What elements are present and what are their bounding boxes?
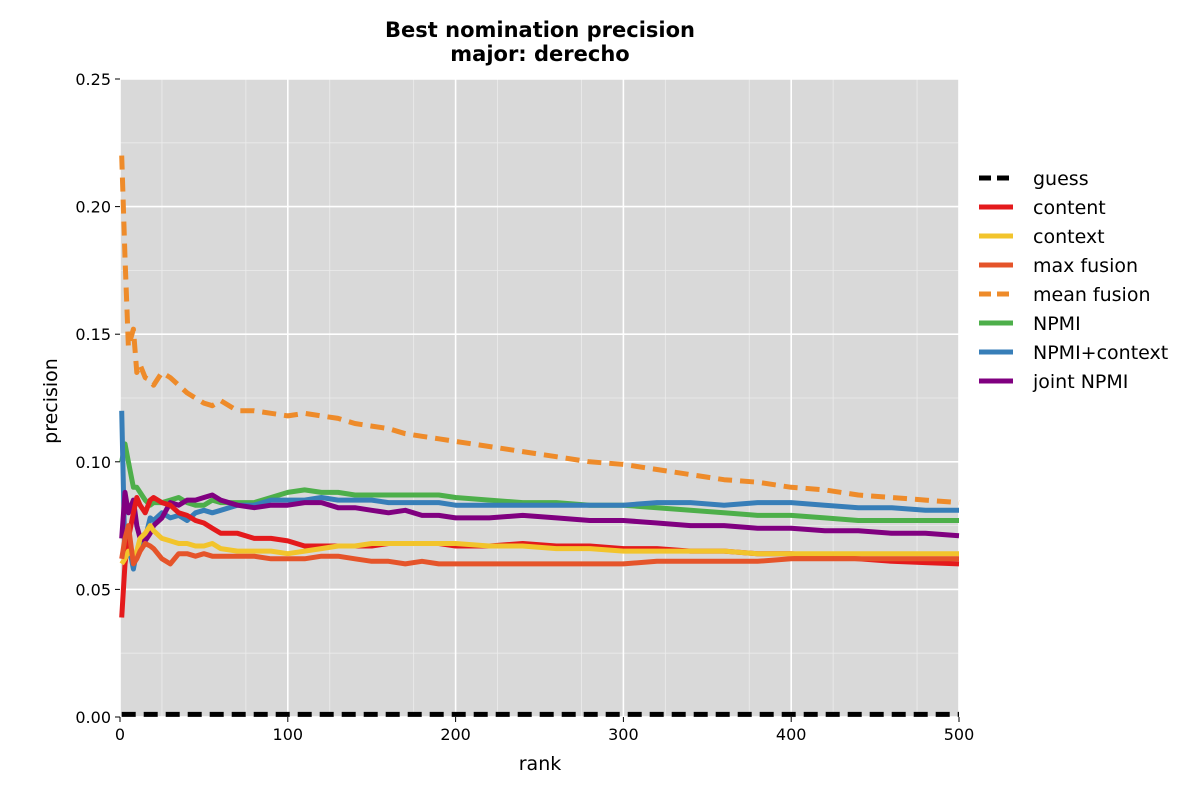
legend-label-npmi-context: NPMI+context xyxy=(1033,342,1168,364)
series-line-context xyxy=(119,523,959,566)
series-line-npmi-context xyxy=(119,410,959,572)
y-tick-label: 0.20 xyxy=(75,198,111,217)
chart-title: Best nomination precision xyxy=(385,18,695,42)
legend-label-npmi: NPMI xyxy=(1033,313,1081,335)
legend-label-context: context xyxy=(1033,226,1105,248)
y-tick-label: 0.10 xyxy=(75,453,111,472)
y-tick-label: 0.25 xyxy=(75,70,111,89)
series-line-max-fusion xyxy=(119,523,959,567)
x-axis-label: rank xyxy=(519,753,562,775)
x-tick-label: 0 xyxy=(115,725,125,744)
y-tick-label: 0.00 xyxy=(75,708,111,727)
series-lines xyxy=(119,155,960,717)
tick-labels: 0 100 200 300 400 500 0.00 0.05 0.10 0.15 0.20 0.25 xyxy=(75,70,974,744)
legend-label-max-fusion: max fusion xyxy=(1033,255,1138,277)
x-tick-label: 100 xyxy=(273,725,304,744)
y-tick-label: 0.05 xyxy=(75,580,111,599)
y-axis-label: precision xyxy=(40,358,62,444)
grid-lines xyxy=(119,78,960,718)
legend-label-mean-fusion: mean fusion xyxy=(1033,284,1151,306)
legend-label-joint-npmi: joint NPMI xyxy=(1032,371,1128,393)
series-line-npmi xyxy=(119,441,959,523)
legend: guess content context max fusion mean fusion… xyxy=(979,168,1168,393)
chart-subtitle: major: derecho xyxy=(450,42,629,66)
x-tick-label: 400 xyxy=(776,725,807,744)
x-tick-label: 300 xyxy=(608,725,639,744)
legend-label-content: content xyxy=(1033,197,1106,219)
x-tick-label: 500 xyxy=(944,725,975,744)
axis-ticks xyxy=(115,78,960,722)
legend-label-guess: guess xyxy=(1033,168,1089,190)
y-tick-label: 0.15 xyxy=(75,325,111,344)
series-line-mean-fusion xyxy=(119,155,960,506)
x-tick-label: 200 xyxy=(440,725,471,744)
